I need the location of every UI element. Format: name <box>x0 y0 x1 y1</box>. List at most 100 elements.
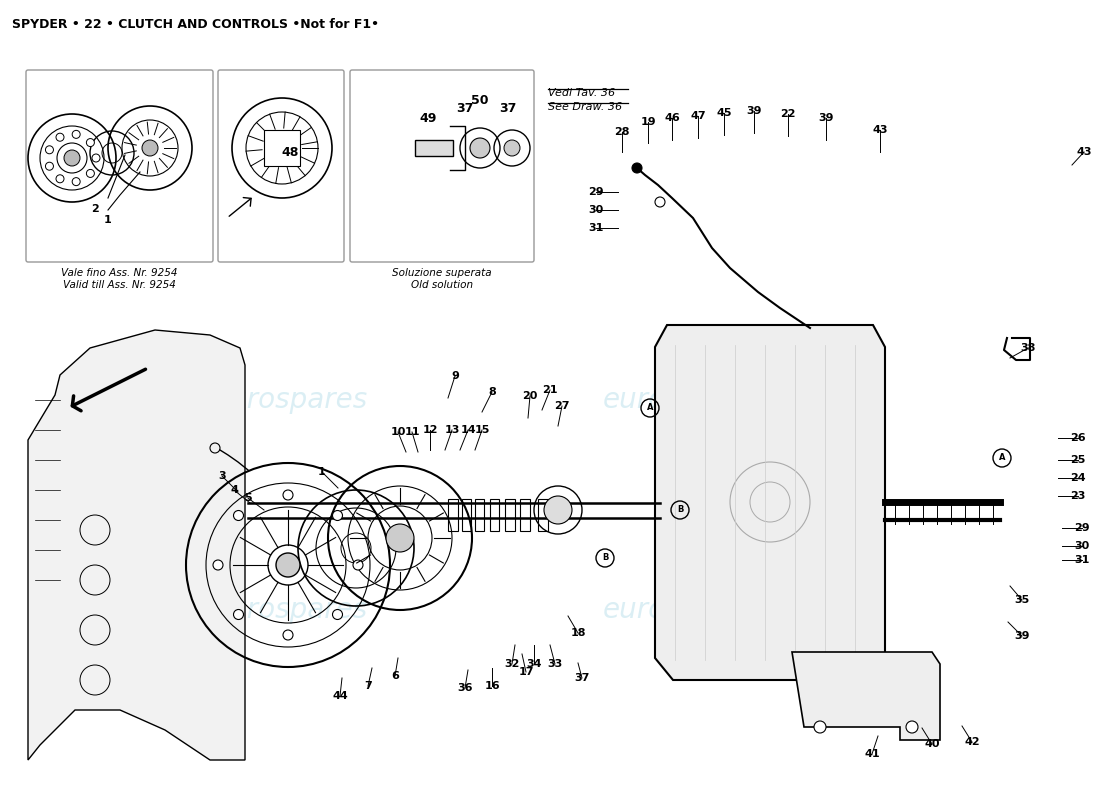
Text: Vedi Tav. 36: Vedi Tav. 36 <box>548 88 615 98</box>
Text: 37: 37 <box>456 102 474 114</box>
Text: 26: 26 <box>1070 433 1086 443</box>
Text: 43: 43 <box>1076 147 1091 157</box>
Text: 4: 4 <box>230 485 238 495</box>
Text: 19: 19 <box>640 117 656 127</box>
Circle shape <box>45 162 54 170</box>
Text: 31: 31 <box>1075 555 1090 565</box>
Text: 39: 39 <box>818 113 834 123</box>
Circle shape <box>142 140 158 156</box>
Text: 29: 29 <box>588 187 604 197</box>
Text: 13: 13 <box>444 425 460 435</box>
Text: 21: 21 <box>542 385 558 395</box>
Bar <box>490 499 499 531</box>
Circle shape <box>87 170 95 178</box>
Text: 14: 14 <box>460 425 476 435</box>
Text: 34: 34 <box>526 659 541 669</box>
Text: 27: 27 <box>554 401 570 411</box>
Text: 1: 1 <box>104 215 112 225</box>
Circle shape <box>73 178 80 186</box>
Circle shape <box>64 150 80 166</box>
Text: 41: 41 <box>865 749 880 759</box>
Text: 18: 18 <box>570 628 585 638</box>
Text: 32: 32 <box>504 659 519 669</box>
Circle shape <box>56 174 64 182</box>
Polygon shape <box>28 330 245 760</box>
Text: 31: 31 <box>588 223 604 233</box>
Bar <box>538 499 548 531</box>
Circle shape <box>213 560 223 570</box>
Polygon shape <box>654 325 886 680</box>
Text: B: B <box>602 554 608 562</box>
Text: 11: 11 <box>405 427 420 437</box>
Text: 6: 6 <box>392 671 399 681</box>
Circle shape <box>233 510 243 521</box>
Circle shape <box>56 134 64 142</box>
Text: 45: 45 <box>716 108 732 118</box>
Text: 15: 15 <box>474 425 490 435</box>
FancyBboxPatch shape <box>264 130 300 166</box>
Text: eurospares: eurospares <box>603 596 758 624</box>
Bar <box>520 499 530 531</box>
Text: 30: 30 <box>588 205 604 215</box>
Circle shape <box>504 140 520 156</box>
Text: 49: 49 <box>419 111 437 125</box>
Text: 33: 33 <box>548 659 562 669</box>
Text: eurospares: eurospares <box>212 386 367 414</box>
Circle shape <box>386 524 414 552</box>
Circle shape <box>45 146 54 154</box>
Text: 29: 29 <box>1075 523 1090 533</box>
Circle shape <box>283 490 293 500</box>
Circle shape <box>470 138 490 158</box>
Circle shape <box>92 154 100 162</box>
Circle shape <box>544 496 572 524</box>
Bar <box>505 499 515 531</box>
Polygon shape <box>792 652 940 740</box>
Text: 38: 38 <box>1021 343 1036 353</box>
Text: 40: 40 <box>924 739 939 749</box>
Circle shape <box>73 130 80 138</box>
Text: 43: 43 <box>872 125 888 135</box>
Text: 42: 42 <box>965 737 980 747</box>
Text: 39: 39 <box>1014 631 1030 641</box>
Text: eurospares: eurospares <box>603 386 758 414</box>
Text: 3: 3 <box>218 471 226 481</box>
Text: 44: 44 <box>332 691 348 701</box>
Text: 16: 16 <box>484 681 499 691</box>
FancyBboxPatch shape <box>26 70 213 262</box>
Circle shape <box>233 610 243 619</box>
Bar <box>448 499 458 531</box>
Text: 5: 5 <box>244 493 252 503</box>
Text: 36: 36 <box>458 683 473 693</box>
FancyBboxPatch shape <box>218 70 344 262</box>
Circle shape <box>276 553 300 577</box>
Circle shape <box>272 138 292 158</box>
Text: 35: 35 <box>1014 595 1030 605</box>
Text: 50: 50 <box>471 94 488 106</box>
Text: 10: 10 <box>390 427 406 437</box>
Text: 24: 24 <box>1070 473 1086 483</box>
Text: Old solution: Old solution <box>411 280 473 290</box>
Text: Valid till Ass. Nr. 9254: Valid till Ass. Nr. 9254 <box>63 280 176 290</box>
Text: 37: 37 <box>499 102 517 114</box>
Bar <box>475 499 484 531</box>
Text: 47: 47 <box>690 111 706 121</box>
FancyBboxPatch shape <box>350 70 534 262</box>
Text: 2: 2 <box>91 204 99 214</box>
Circle shape <box>353 560 363 570</box>
Text: 48: 48 <box>282 146 299 159</box>
Text: 7: 7 <box>364 681 372 691</box>
Text: SPYDER • 22 • CLUTCH AND CONTROLS •Not for F1•: SPYDER • 22 • CLUTCH AND CONTROLS •Not f… <box>12 18 380 31</box>
Text: 28: 28 <box>614 127 629 137</box>
Circle shape <box>906 721 918 733</box>
Text: 37: 37 <box>574 673 590 683</box>
Text: eurospares: eurospares <box>212 596 367 624</box>
Circle shape <box>283 630 293 640</box>
Text: 8: 8 <box>488 387 496 397</box>
Text: 23: 23 <box>1070 491 1086 501</box>
Text: 20: 20 <box>522 391 538 401</box>
Text: 39: 39 <box>746 106 761 116</box>
Text: Soluzione superata: Soluzione superata <box>393 268 492 278</box>
Bar <box>415 140 453 156</box>
Text: 12: 12 <box>422 425 438 435</box>
Text: See Draw. 36: See Draw. 36 <box>548 102 623 112</box>
